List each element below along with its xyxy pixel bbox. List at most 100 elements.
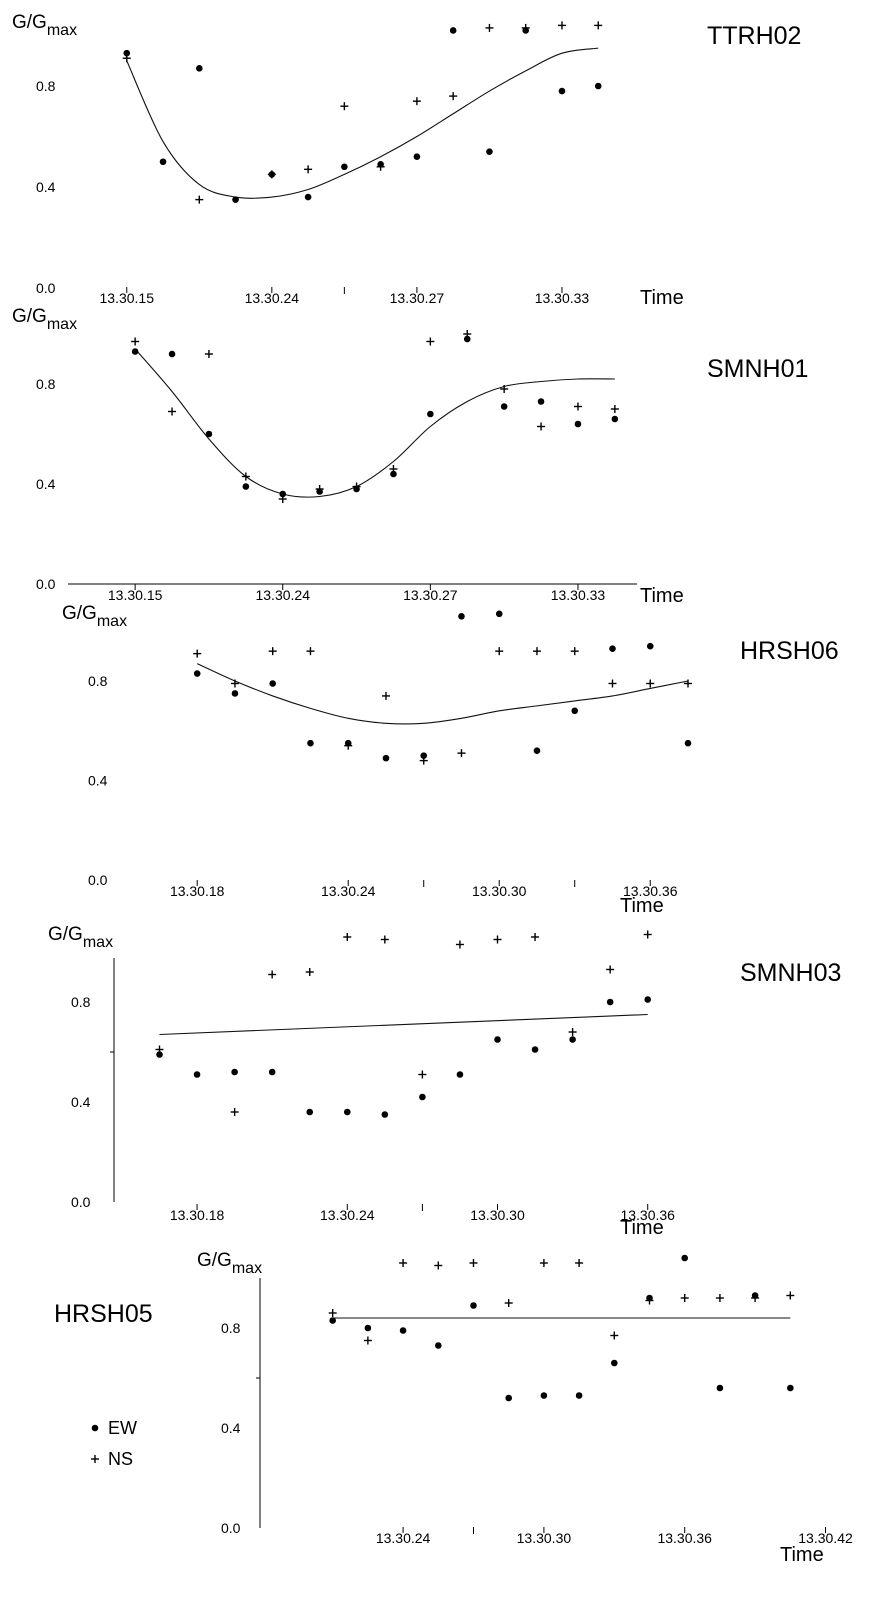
data-point-ns — [389, 465, 398, 473]
x-axis-label: Time — [640, 585, 684, 607]
data-point-ns — [344, 741, 353, 750]
data-point-ew — [495, 610, 503, 618]
chart-title: HRSH06 — [740, 637, 839, 665]
data-point-ew — [168, 350, 176, 358]
y-axis-label: G/Gmax — [197, 1250, 262, 1277]
y-axis-label-main: G/G — [62, 603, 97, 624]
data-point-ns — [343, 933, 352, 941]
data-point-ew — [646, 642, 654, 650]
y-axis-label: G/Gmax — [62, 603, 127, 630]
data-point-ns — [457, 749, 466, 758]
data-point-ns — [610, 1331, 619, 1340]
x-axis-label: Time — [780, 1544, 824, 1566]
data-point-ns — [195, 195, 204, 204]
data-point-ns — [376, 162, 385, 171]
data-point-ew — [268, 1068, 276, 1076]
data-point-ew — [304, 193, 312, 201]
data-point-ns — [305, 968, 314, 976]
y-axis-label-main: G/G — [197, 1250, 232, 1271]
data-point-ew — [232, 196, 239, 203]
data-point-ns — [193, 649, 202, 658]
chart-panel-2: G/Gmax 0.0 0.4 0.8 13.30.15 13.30.24 13.30.27 1… — [12, 306, 808, 607]
x-tick-label: 13.30.24 — [245, 290, 300, 306]
data-point-ew — [500, 403, 508, 410]
data-point-ew — [434, 1342, 442, 1349]
data-point-ns — [645, 1296, 654, 1305]
data-point-ns — [493, 935, 502, 944]
x-tick-label: 13.30.33 — [535, 290, 590, 306]
data-point-ew — [156, 1051, 163, 1058]
data-point-ns — [204, 350, 213, 358]
data-point-ns — [434, 1261, 443, 1270]
y-tick-label: 0.8 — [221, 1320, 241, 1336]
fit-curve — [159, 1013, 648, 1036]
data-point-ns — [363, 1336, 372, 1345]
legend: EW NS — [91, 1418, 137, 1469]
data-point-ns — [495, 647, 504, 656]
chart-title: SMNH01 — [707, 355, 808, 383]
y-tick-label: 0.4 — [71, 1094, 91, 1110]
data-point-ew — [611, 1359, 618, 1367]
data-point-ew — [306, 1108, 314, 1116]
data-point-ew — [131, 348, 139, 355]
y-axis-label-subscript: max — [47, 316, 77, 333]
data-point-ns — [532, 647, 541, 656]
x-tick-label: 13.30.24 — [376, 1530, 431, 1546]
data-point-ew — [449, 27, 457, 34]
data-point-ew — [242, 483, 250, 490]
data-point-ew — [341, 163, 348, 171]
data-point-ns — [594, 21, 603, 30]
data-point-ew — [611, 415, 619, 423]
data-point-ew — [205, 430, 213, 438]
data-point-ns — [268, 647, 277, 656]
data-point-ew — [558, 87, 566, 95]
x-tick-label: 13.30.24 — [255, 587, 310, 603]
y-axis-label-subscript: max — [47, 22, 77, 39]
chart-panel-1: G/Gmax 0.0 0.4 0.8 13.30.15 13.30.24 13.30.27 1… — [12, 12, 801, 309]
data-point-ew — [494, 1036, 501, 1043]
data-point-ns — [500, 385, 509, 393]
data-point-ns — [278, 495, 287, 503]
chart-panel-4: G/Gmax 0.0 0.4 0.8 13.30.18 13.30.24 13.30.30 1… — [48, 924, 841, 1239]
y-tick-label: 0.0 — [88, 872, 108, 888]
y-axis-label-subscript: max — [97, 613, 127, 630]
data-point-ns — [168, 407, 177, 416]
data-point-ns — [131, 337, 140, 346]
x-tick-label: 13.30.42 — [798, 1530, 853, 1546]
legend-marker-ew — [91, 1424, 99, 1432]
data-point-ew — [420, 752, 428, 759]
data-point-ns — [230, 679, 239, 688]
x-axis-label: Time — [640, 287, 684, 309]
x-tick-label: 13.30.30 — [472, 883, 527, 899]
data-point-ns — [267, 170, 276, 179]
legend-label-ew: EW — [108, 1418, 137, 1438]
data-point-ew — [193, 670, 201, 677]
y-axis-label: G/Gmax — [12, 306, 77, 333]
data-point-ns — [568, 1028, 577, 1036]
data-point-ns — [419, 756, 428, 765]
data-point-ns — [573, 402, 582, 411]
data-point-ew — [575, 1392, 583, 1399]
legend-label-ns: NS — [108, 1449, 133, 1469]
x-tick-label: 13.30.15 — [108, 587, 163, 603]
data-point-ew — [329, 1317, 336, 1324]
x-tick-label: 13.30.33 — [551, 587, 606, 603]
data-point-ns — [504, 1299, 513, 1307]
data-point-ns — [751, 1294, 760, 1302]
data-point-ns — [643, 930, 652, 939]
data-point-ew — [787, 1384, 794, 1392]
data-point-ew — [382, 754, 390, 762]
data-point-ns — [455, 940, 464, 949]
data-point-ns — [606, 965, 615, 974]
y-tick-label: 0.0 — [71, 1194, 91, 1210]
y-tick-label: 0.4 — [36, 179, 56, 195]
data-point-ns — [155, 1045, 164, 1054]
data-point-ns — [463, 330, 472, 338]
y-tick-label: 0.8 — [36, 78, 56, 94]
x-tick-label: 13.30.18 — [170, 883, 225, 899]
data-point-ew — [307, 739, 314, 747]
data-point-ns — [352, 482, 361, 491]
data-point-ew — [540, 1392, 548, 1399]
data-point-ns — [241, 472, 250, 481]
